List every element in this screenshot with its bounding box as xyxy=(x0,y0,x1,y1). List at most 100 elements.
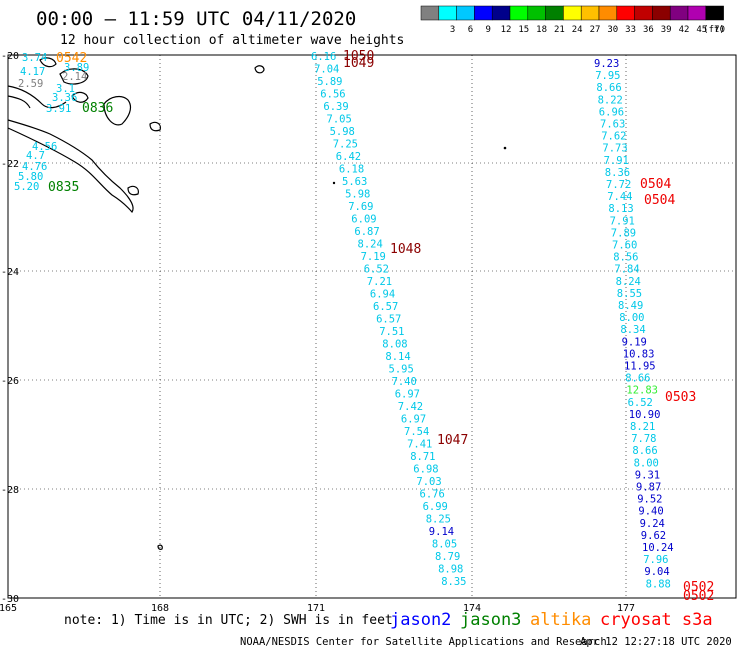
lat-tick-label: -22 xyxy=(1,159,19,170)
swh-value: 6.94 xyxy=(370,289,395,301)
swh-value: 9.40 xyxy=(638,506,663,518)
pass-time-label: 1050 xyxy=(343,49,374,64)
swh-value: 6.97 xyxy=(395,389,420,401)
swh-value: 5.98 xyxy=(330,126,355,138)
swh-value: 8.35 xyxy=(441,576,466,588)
swh-value: 5.63 xyxy=(342,176,367,188)
swh-value: 6.57 xyxy=(376,314,401,326)
swh-value: 4.7 xyxy=(26,150,45,162)
satellite-name: cryosat s3a xyxy=(600,610,713,630)
color-legend: 3 6 9 12 15 18 21 24 27 30 33 36 39 42 45 70(ft) xyxy=(420,5,725,35)
legend-swatch xyxy=(420,5,440,21)
swh-value: 7.78 xyxy=(631,433,656,445)
swh-value: 9.31 xyxy=(635,469,660,481)
coastline-segment xyxy=(39,57,57,68)
swh-value: 7.60 xyxy=(612,240,637,252)
swh-value: 10.83 xyxy=(623,348,655,360)
pass-time-label: 0836 xyxy=(82,101,113,116)
pass-time-label: 0503 xyxy=(665,390,696,405)
swh-value: 8.24 xyxy=(358,239,383,251)
swh-value: 8.56 xyxy=(613,252,638,264)
legend-tick-label: 12 xyxy=(501,25,512,35)
coastline-segment xyxy=(59,68,89,85)
swh-value: 7.84 xyxy=(614,264,639,276)
swh-value: 8.66 xyxy=(632,445,657,457)
swh-value: 5.95 xyxy=(389,364,414,376)
legend-swatch xyxy=(687,5,707,21)
legend-swatch xyxy=(527,5,546,21)
swh-value: 9.24 xyxy=(640,518,665,530)
island-dot xyxy=(503,146,507,150)
swh-value: 5.98 xyxy=(345,189,370,201)
swh-value: 10.90 xyxy=(629,409,661,421)
legend-swatch xyxy=(491,5,511,21)
swh-value: 9.23 xyxy=(594,58,619,70)
pass-time-label: 1048 xyxy=(390,242,421,257)
legend-tick-label: 39 xyxy=(661,25,672,35)
footnote: note: 1) Time is in UTC; 2) SWH is in fe… xyxy=(64,613,393,628)
swh-value: 6.56 xyxy=(320,89,345,101)
map-frame: 165 168 171 174 177 -20 -22 -24 -26 -28 -30 xyxy=(0,51,737,614)
swh-value: 2.14 xyxy=(62,71,87,83)
pass-time-label: 0504 xyxy=(644,193,675,208)
lat-tick-label: -28 xyxy=(1,485,19,496)
swh-value: 3.36 xyxy=(52,92,77,104)
swh-value: 3.74 xyxy=(22,52,47,64)
legend-tick-label: 18 xyxy=(536,25,547,35)
satellite-name: altika xyxy=(530,610,591,630)
swh-value: 8.66 xyxy=(625,373,650,385)
map-border xyxy=(7,54,737,599)
wave-height-labels: 6.167.045.896.566.397.055.987.256.426.18… xyxy=(14,49,714,604)
swh-value: 8.00 xyxy=(619,312,644,324)
swh-value: 6.97 xyxy=(401,414,426,426)
legend-tick-label: 36 xyxy=(643,25,654,35)
coastline-segment xyxy=(149,121,161,132)
swh-value: 9.52 xyxy=(637,494,662,506)
swh-value: 7.73 xyxy=(602,143,627,155)
swh-value: 5.89 xyxy=(317,76,342,88)
legend-tick-label: 45 xyxy=(696,25,707,35)
swh-value: 8.21 xyxy=(630,421,655,433)
swh-value: 6.76 xyxy=(420,489,445,501)
legend-swatch xyxy=(563,5,582,21)
pass-time-label: 0502 xyxy=(683,589,714,604)
swh-value: 8.25 xyxy=(426,514,451,526)
swh-value: 8.00 xyxy=(634,457,659,469)
coastline-segment xyxy=(254,65,265,74)
lat-tick-label: -20 xyxy=(1,51,19,62)
satellite-name: jason3 xyxy=(460,610,521,630)
coastline-segment xyxy=(157,544,163,550)
swh-value: 8.88 xyxy=(646,578,671,590)
swh-value: 10.24 xyxy=(642,542,674,554)
legend-swatch xyxy=(652,5,671,21)
swh-value: 7.63 xyxy=(600,119,625,131)
coastline-segment xyxy=(103,95,132,126)
swh-value: 6.99 xyxy=(423,501,448,513)
swh-value: 6.16 xyxy=(311,51,336,63)
swh-value: 8.14 xyxy=(385,351,410,363)
legend-tick-label: 27 xyxy=(590,25,601,35)
pass-time-label: 0502 xyxy=(683,580,714,595)
legend-swatch xyxy=(438,5,457,21)
swh-value: 5.80 xyxy=(18,171,43,183)
swh-value: 4.76 xyxy=(22,161,47,173)
timestamp: Apr 12 12:27:18 UTC 2020 xyxy=(580,636,732,648)
swh-value: 8.98 xyxy=(438,564,463,576)
chart-subtitle: 12 hour collection of altimeter wave hei… xyxy=(60,33,404,48)
swh-value: 9.87 xyxy=(636,482,661,494)
swh-value: 9.19 xyxy=(622,336,647,348)
swh-value: 6.18 xyxy=(339,164,364,176)
swh-value: 7.72 xyxy=(606,179,631,191)
swh-value: 8.13 xyxy=(608,203,633,215)
swh-value: 6.87 xyxy=(354,226,379,238)
swh-value: 8.05 xyxy=(432,539,457,551)
swh-value: 7.04 xyxy=(314,64,339,76)
swh-value: 7.62 xyxy=(601,131,626,143)
legend-tick-label: 70 xyxy=(714,25,725,35)
swh-value: 8.79 xyxy=(435,551,460,563)
legend-tick-label: 24 xyxy=(572,25,583,35)
lon-tick-label: 174 xyxy=(463,603,481,614)
swh-value: 3.1 xyxy=(56,83,75,95)
swh-value: 8.24 xyxy=(616,276,641,288)
